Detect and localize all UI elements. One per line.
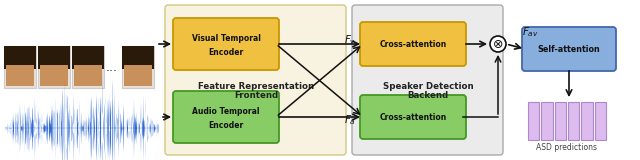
FancyBboxPatch shape (165, 5, 346, 155)
FancyBboxPatch shape (38, 46, 70, 69)
FancyBboxPatch shape (173, 91, 279, 143)
FancyBboxPatch shape (582, 102, 593, 140)
Text: Cross-attention: Cross-attention (380, 112, 447, 121)
Text: $F_a$: $F_a$ (344, 113, 356, 127)
Text: Audio Temporal: Audio Temporal (192, 107, 260, 116)
Circle shape (490, 36, 506, 52)
FancyBboxPatch shape (124, 65, 152, 86)
Text: ⊗: ⊗ (493, 37, 503, 51)
FancyBboxPatch shape (360, 95, 466, 139)
Text: Visual Temporal: Visual Temporal (191, 34, 260, 43)
Text: Frontend: Frontend (234, 91, 278, 100)
FancyBboxPatch shape (352, 5, 503, 155)
FancyBboxPatch shape (4, 46, 36, 69)
FancyBboxPatch shape (74, 65, 102, 86)
FancyBboxPatch shape (72, 46, 104, 69)
FancyBboxPatch shape (595, 102, 606, 140)
Text: Cross-attention: Cross-attention (380, 40, 447, 48)
FancyBboxPatch shape (360, 22, 466, 66)
Text: Speaker Detection: Speaker Detection (383, 81, 474, 91)
FancyBboxPatch shape (122, 46, 154, 88)
FancyBboxPatch shape (4, 46, 36, 88)
Text: Self-attention: Self-attention (538, 44, 600, 53)
FancyBboxPatch shape (173, 18, 279, 70)
Text: ASD predictions: ASD predictions (536, 144, 598, 152)
FancyBboxPatch shape (522, 27, 616, 71)
FancyBboxPatch shape (72, 46, 104, 88)
Text: Encoder: Encoder (209, 48, 244, 57)
Text: Feature Representation: Feature Representation (198, 81, 314, 91)
Text: ...: ... (106, 60, 118, 73)
FancyBboxPatch shape (122, 46, 154, 69)
Text: Backend: Backend (408, 91, 449, 100)
Text: $F_{av}$: $F_{av}$ (522, 25, 539, 39)
FancyBboxPatch shape (555, 102, 566, 140)
FancyBboxPatch shape (6, 65, 34, 86)
Text: Encoder: Encoder (209, 121, 244, 130)
FancyBboxPatch shape (568, 102, 579, 140)
Text: $F_v$: $F_v$ (344, 33, 356, 47)
FancyBboxPatch shape (40, 65, 68, 86)
FancyBboxPatch shape (38, 46, 70, 88)
FancyBboxPatch shape (541, 102, 552, 140)
FancyBboxPatch shape (528, 102, 539, 140)
